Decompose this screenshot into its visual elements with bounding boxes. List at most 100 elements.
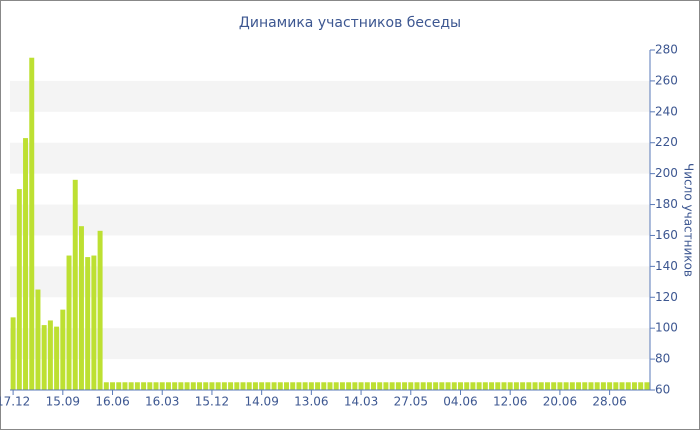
bar bbox=[47, 320, 53, 390]
bar bbox=[551, 382, 557, 390]
bar bbox=[153, 382, 159, 390]
bar bbox=[495, 382, 501, 390]
bar bbox=[408, 382, 414, 390]
bar bbox=[383, 382, 389, 390]
bar bbox=[66, 255, 72, 390]
bar bbox=[346, 382, 352, 390]
bar bbox=[128, 382, 134, 390]
bar bbox=[333, 382, 339, 390]
y-tick-label: 100 bbox=[655, 321, 678, 335]
bar bbox=[10, 317, 16, 390]
bar bbox=[600, 382, 606, 390]
bar bbox=[228, 382, 234, 390]
x-tick-label: 16.03 bbox=[145, 395, 179, 409]
bar bbox=[97, 230, 103, 390]
bar bbox=[327, 382, 333, 390]
bar bbox=[339, 382, 345, 390]
bar bbox=[35, 289, 41, 390]
bar bbox=[184, 382, 190, 390]
bar bbox=[532, 382, 538, 390]
bar bbox=[377, 382, 383, 390]
x-tick-label: 17.12 bbox=[0, 395, 30, 409]
bar bbox=[364, 382, 370, 390]
grid-band bbox=[10, 80, 650, 112]
bar bbox=[395, 382, 401, 390]
y-tick-label: 60 bbox=[655, 383, 670, 397]
bar bbox=[103, 382, 109, 390]
bar bbox=[625, 382, 631, 390]
bar bbox=[439, 382, 445, 390]
bar bbox=[165, 382, 171, 390]
bar bbox=[458, 382, 463, 390]
x-tick-label: 28.06 bbox=[592, 395, 626, 409]
bar bbox=[445, 382, 451, 390]
bar bbox=[482, 382, 488, 390]
bar bbox=[544, 382, 550, 390]
x-tick-label: 14.03 bbox=[344, 395, 378, 409]
bar bbox=[476, 382, 482, 390]
bar bbox=[352, 382, 358, 390]
bar bbox=[203, 382, 209, 390]
bar bbox=[538, 382, 544, 390]
bar bbox=[321, 382, 327, 390]
bar bbox=[358, 382, 364, 390]
bar bbox=[54, 326, 60, 390]
bar bbox=[252, 382, 258, 390]
bar bbox=[426, 382, 432, 390]
y-axis-label: Число участников bbox=[682, 163, 696, 277]
bar bbox=[190, 382, 196, 390]
bar bbox=[147, 382, 153, 390]
bar bbox=[29, 57, 35, 391]
bar bbox=[414, 382, 420, 390]
bar bbox=[122, 382, 128, 390]
x-tick-label: 15.12 bbox=[195, 395, 229, 409]
bar bbox=[451, 382, 457, 390]
bar bbox=[433, 382, 439, 390]
x-tick-label: 12.06 bbox=[493, 395, 527, 409]
bar bbox=[72, 179, 78, 390]
bar bbox=[507, 382, 513, 390]
bar bbox=[638, 382, 644, 390]
bar bbox=[16, 189, 22, 390]
x-tick-label: 14.09 bbox=[244, 395, 278, 409]
bar bbox=[234, 382, 240, 390]
y-tick-label: 240 bbox=[655, 104, 678, 118]
bar bbox=[134, 382, 140, 390]
bar bbox=[315, 382, 321, 390]
bar bbox=[619, 382, 625, 390]
grid-band bbox=[10, 204, 650, 236]
y-tick-label: 280 bbox=[655, 43, 678, 57]
bar bbox=[60, 309, 66, 390]
bar bbox=[110, 382, 116, 390]
bar bbox=[464, 382, 470, 390]
y-tick-label: 80 bbox=[655, 352, 670, 366]
bar bbox=[513, 382, 519, 390]
bar bbox=[371, 382, 376, 390]
y-tick-label: 120 bbox=[655, 290, 678, 304]
y-tick-label: 200 bbox=[655, 166, 678, 180]
bar bbox=[290, 382, 296, 390]
bar bbox=[557, 382, 563, 390]
bar bbox=[613, 382, 619, 390]
bar bbox=[302, 382, 308, 390]
bar bbox=[141, 382, 147, 390]
y-tick-label: 160 bbox=[655, 228, 678, 242]
bar bbox=[265, 382, 271, 390]
bar bbox=[520, 382, 526, 390]
bar bbox=[246, 382, 252, 390]
bar bbox=[221, 382, 227, 390]
bar bbox=[470, 382, 476, 390]
bar bbox=[308, 382, 314, 390]
bar bbox=[41, 325, 47, 390]
bar bbox=[284, 382, 289, 390]
bar bbox=[526, 382, 532, 390]
bar bbox=[501, 382, 507, 390]
bar bbox=[644, 382, 650, 390]
bar bbox=[594, 382, 600, 390]
bar bbox=[23, 138, 29, 390]
bar bbox=[116, 382, 122, 390]
x-tick-label: 15.09 bbox=[46, 395, 80, 409]
bar bbox=[259, 382, 265, 390]
x-tick-label: 20.06 bbox=[543, 395, 577, 409]
bar bbox=[296, 382, 302, 390]
